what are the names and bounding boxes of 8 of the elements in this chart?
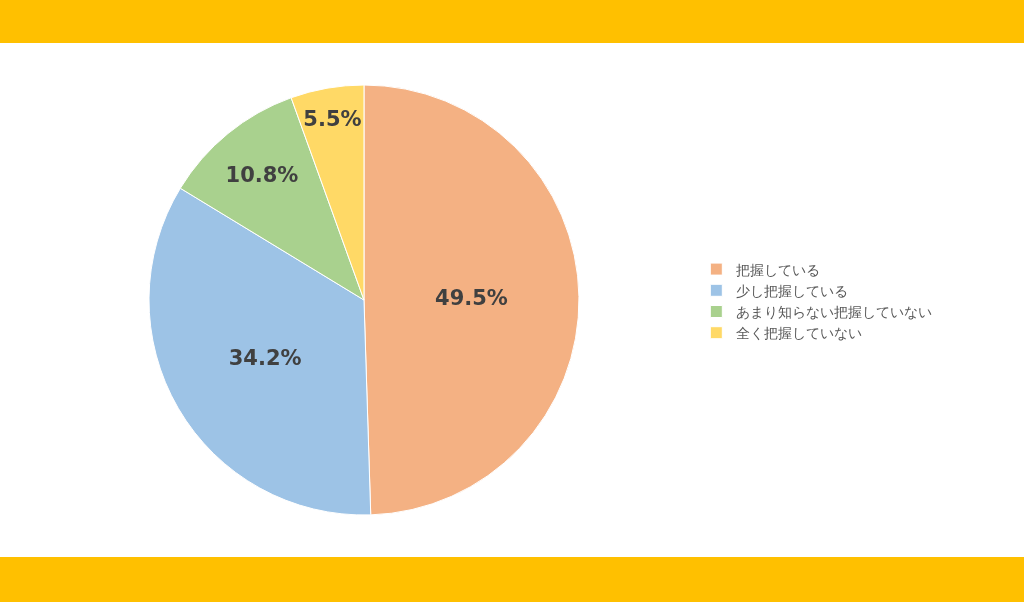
legend-label: 少し把握している <box>736 282 849 299</box>
legend-label: 全く把握していない <box>736 325 863 342</box>
data-label: 34.2% <box>228 345 302 370</box>
data-label: 10.8% <box>225 163 299 188</box>
data-label: 5.5% <box>303 107 362 132</box>
legend-label: 把握している <box>736 261 821 278</box>
data-label: 49.5% <box>435 286 508 311</box>
legend-label: あまり知らない把握していない <box>736 303 933 320</box>
